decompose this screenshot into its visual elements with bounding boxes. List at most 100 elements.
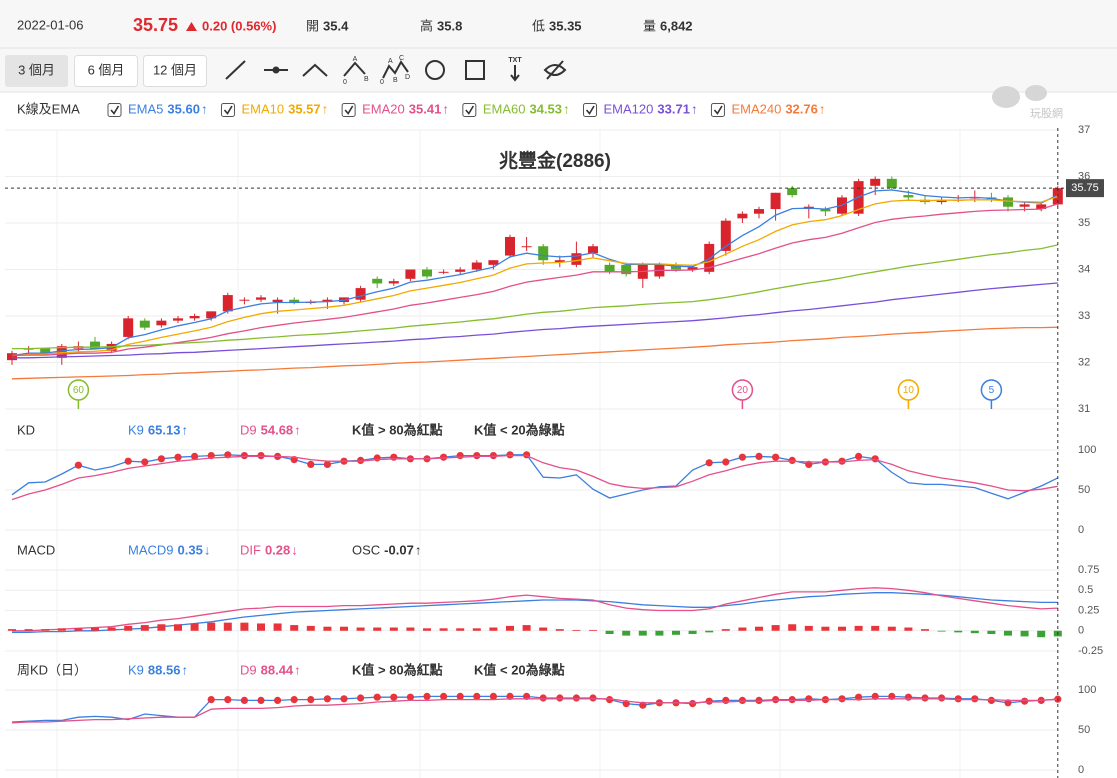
y-tick-label: 0 (1078, 524, 1084, 536)
osc-bar (887, 626, 896, 631)
legend-name: D9 (240, 662, 257, 677)
osc-bar (157, 624, 166, 631)
checkmark (344, 105, 354, 115)
panel-title: K線及EMA (17, 101, 80, 116)
candle-body (56, 346, 67, 358)
checkbox[interactable] (462, 103, 477, 117)
tool-line[interactable] (225, 60, 246, 80)
checkbox[interactable] (341, 103, 356, 117)
series-line (11, 698, 1058, 724)
tool-caret[interactable] (302, 63, 328, 77)
legend-value: -0.07 (384, 542, 414, 557)
k-dot (489, 692, 497, 701)
k-dot (257, 696, 265, 705)
y-tick-label: 0.75 (1078, 564, 1099, 576)
candle-body (90, 341, 100, 349)
candle-body (521, 246, 532, 248)
tool-rect[interactable] (465, 60, 485, 80)
legend-name: D9 (240, 422, 257, 437)
y-tick-label: 0 (1078, 625, 1084, 637)
up-arrow (186, 22, 197, 31)
chart-title: 兆豐金(2886) (499, 149, 611, 172)
osc-bar (506, 625, 514, 631)
legend-value: 0.28 (265, 542, 290, 557)
k-dot (174, 453, 182, 461)
quote-value: 35.35 (549, 18, 582, 33)
checkbox[interactable] (710, 103, 725, 117)
legend-trend: ↑ (181, 662, 188, 677)
osc-bar (140, 625, 149, 631)
k-dot (357, 456, 365, 464)
legend-trend: ↑ (294, 662, 301, 677)
price: 35.75 (133, 15, 178, 35)
range-label[interactable]: 3 個月 (18, 62, 55, 77)
osc-bar (1004, 630, 1012, 636)
k-dot (456, 452, 464, 460)
legend-value: 65.13 (148, 422, 181, 437)
k-dot (274, 696, 282, 705)
candle-body (671, 264, 681, 270)
osc-bar (1037, 630, 1046, 638)
candle-body (621, 264, 632, 275)
y-tick-label: 100 (1078, 684, 1096, 696)
osc-bar (605, 630, 614, 634)
range-button[interactable] (143, 55, 207, 87)
k-dot (722, 458, 730, 466)
osc-bar (1020, 630, 1029, 637)
checkbox[interactable] (583, 103, 598, 117)
k-dot (506, 451, 514, 459)
k-dot (340, 695, 348, 703)
candle-body (886, 178, 897, 189)
tool-letter: 0 (380, 79, 384, 86)
candle-body (388, 281, 399, 284)
osc-bar (954, 630, 963, 633)
checkbox[interactable] (220, 103, 235, 117)
osc-bar (290, 625, 299, 631)
candle-body (438, 271, 449, 273)
k-dot (257, 452, 265, 460)
osc-bar (804, 625, 813, 631)
osc-bar (672, 630, 680, 635)
osc-bar (74, 628, 83, 631)
k-dot (921, 694, 929, 702)
tool-circle[interactable] (425, 60, 445, 80)
k-dot (307, 460, 315, 468)
tool-letter: B (364, 76, 369, 83)
date: 2022-01-06 (17, 17, 84, 32)
range-button[interactable] (5, 55, 68, 87)
k-dot (722, 696, 730, 705)
k-dot (456, 692, 464, 701)
tool-wave[interactable] (382, 60, 409, 79)
y-tick-label: 100 (1078, 444, 1096, 456)
legend-value: 0.35 (178, 542, 203, 557)
legend-trend: ↑ (201, 101, 208, 116)
k-dot (323, 695, 331, 703)
legend-name: EMA10 (241, 101, 284, 116)
osc-bar (406, 627, 415, 631)
osc-bar (738, 627, 747, 631)
legend-value: 32.76 (785, 101, 818, 116)
candle-body (554, 260, 565, 263)
k-dot (987, 696, 996, 705)
legend-trend: ↑ (819, 101, 826, 116)
k-dot (772, 696, 780, 704)
osc-bar (472, 628, 481, 631)
range-label[interactable]: 6 個月 (88, 62, 125, 77)
osc-bar (721, 629, 730, 631)
range-label[interactable]: 12 個月 (153, 62, 197, 77)
checkbox[interactable] (107, 103, 122, 117)
annotation-label: 20 (737, 385, 749, 396)
annotation (980, 379, 1003, 401)
legend-trend: ↑ (294, 422, 301, 437)
candle-body (903, 195, 914, 198)
k-dot (838, 695, 846, 703)
series-line (12, 244, 1058, 350)
k-dot (772, 453, 780, 461)
y-tick-label: -0.25 (1078, 645, 1103, 657)
legend-name: K9 (128, 662, 144, 677)
osc-bar (257, 623, 265, 631)
candle-body (422, 269, 432, 277)
tool-triangle[interactable] (343, 61, 366, 77)
tool-hide[interactable] (543, 60, 567, 80)
range-button[interactable] (74, 55, 138, 87)
